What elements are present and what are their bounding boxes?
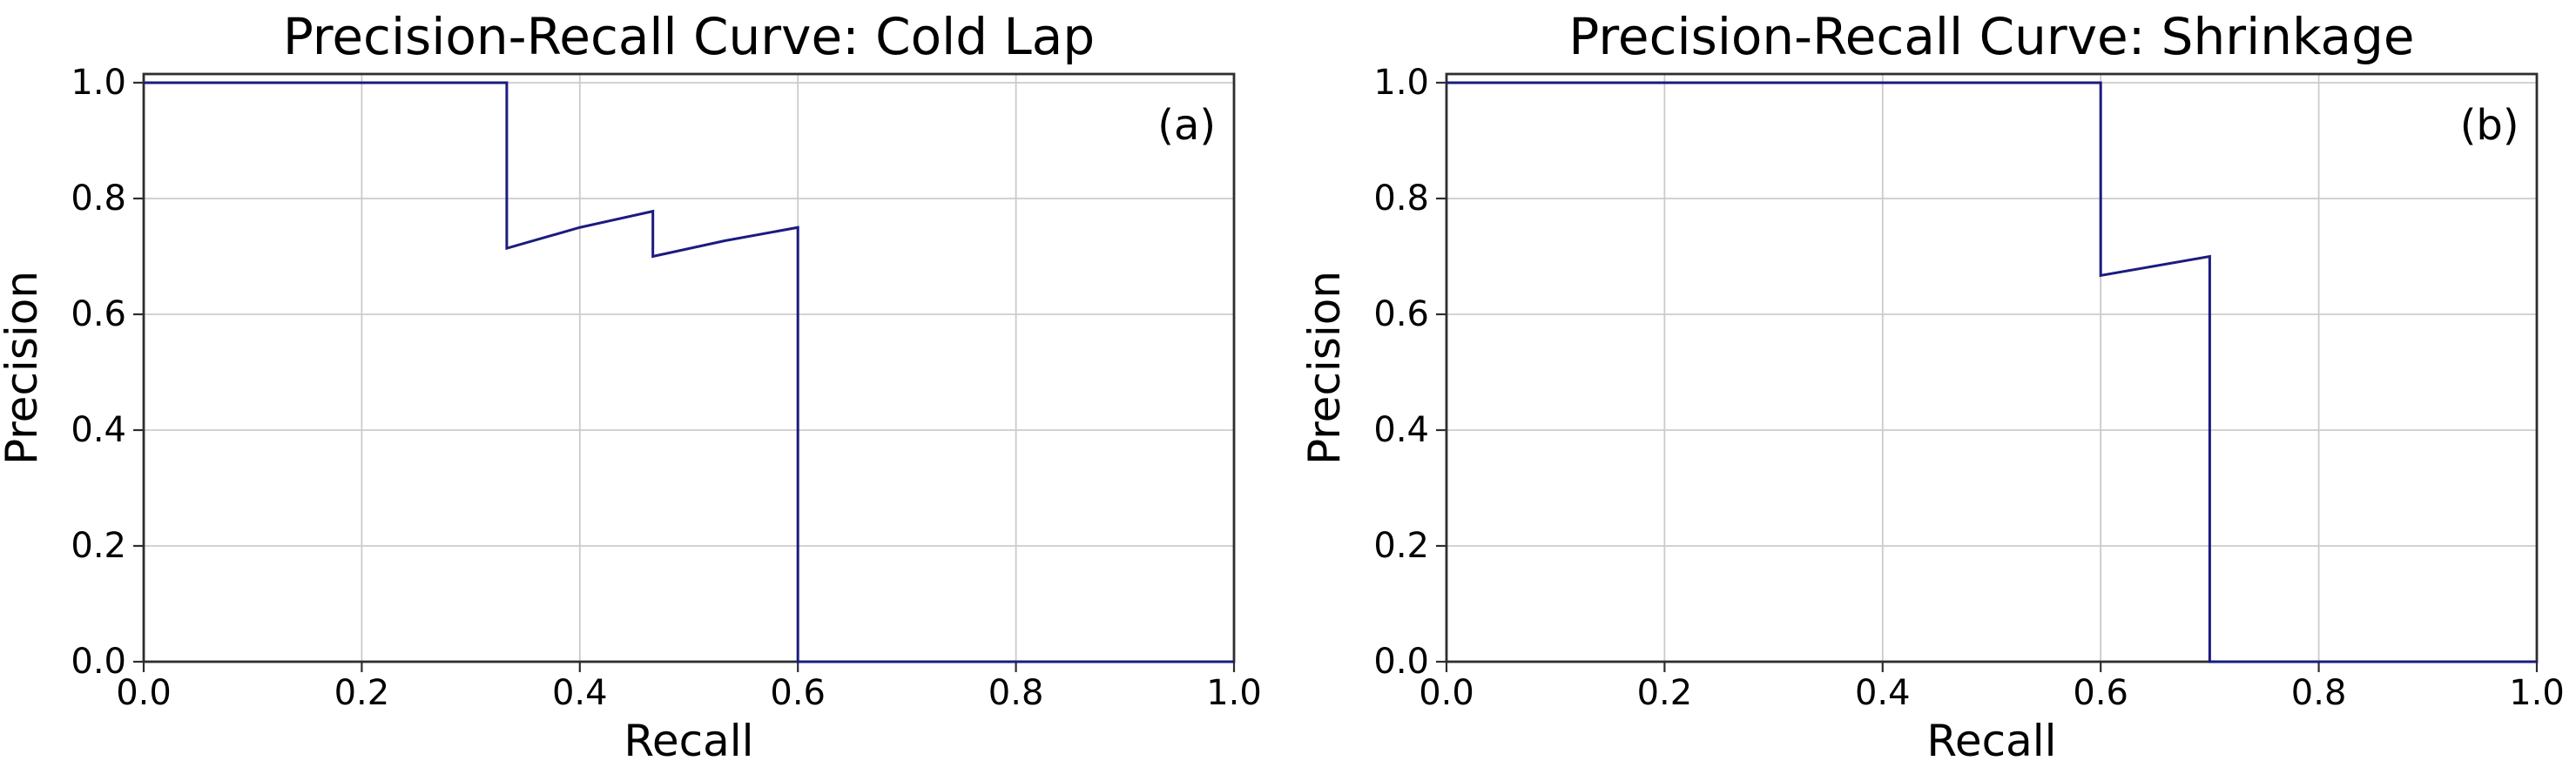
x-tick-label: 0.0: [116, 673, 172, 713]
chart-title: Precision-Recall Curve: Shrinkage: [1568, 7, 2414, 66]
y-axis-label: Precision: [1299, 271, 1350, 465]
pr-curve-line: [1446, 81, 2537, 663]
x-axis-label: Recall: [624, 716, 753, 766]
x-tick-label: 0.6: [770, 673, 826, 713]
x-tick-label: 1.0: [1206, 673, 1262, 713]
y-tick-label: 1.0: [71, 63, 126, 103]
pr-curve-chart-a: 0.0 0.2 0.4 0.6 0.8 1.0 0.0 0.2 0.4 0.6 0.8 1.0 Prec…: [0, 7, 1262, 766]
x-axis-label: Recall: [1926, 716, 2056, 766]
x-tick-label: 0.8: [2291, 673, 2347, 713]
pr-curve-panel-a: 0.0 0.2 0.4 0.6 0.8 1.0 0.0 0.2 0.4 0.6 0.8 1.0 Prec…: [0, 7, 1262, 766]
pr-curve-chart-b: 0.0 0.2 0.4 0.6 0.8 1.0 0.0 0.2 0.4 0.6 0.8 1.0 Prec…: [1299, 7, 2565, 766]
panel-label: (a): [1157, 101, 1216, 150]
y-tick-label: 0.6: [71, 294, 126, 334]
x-tick-label: 1.0: [2509, 673, 2565, 713]
y-tick-label: 0.8: [71, 178, 126, 219]
x-tick-label: 0.8: [988, 673, 1044, 713]
y-tick-label: 0.0: [71, 642, 126, 682]
y-tick-label: 0.8: [1373, 178, 1429, 219]
x-tick-label: 0.2: [334, 673, 390, 713]
y-tick-label: 0.4: [1373, 410, 1429, 450]
y-tick-label: 0.4: [71, 410, 126, 450]
x-tick-label: 0.4: [1855, 673, 1911, 713]
y-tick-label: 0.2: [1373, 526, 1429, 566]
y-tick-label: 0.0: [1373, 642, 1429, 682]
y-tick-label: 0.2: [71, 526, 126, 566]
x-tick-label: 0.2: [1637, 673, 1693, 713]
x-tick-label: 0.4: [552, 673, 608, 713]
y-axis-label: Precision: [0, 271, 47, 465]
pr-curve-line: [144, 81, 1234, 663]
x-tick-label: 0.6: [2073, 673, 2128, 713]
panel-label: (b): [2460, 101, 2519, 150]
axes-frame: [1445, 72, 2539, 663]
chart-title: Precision-Recall Curve: Cold Lap: [283, 7, 1095, 66]
pr-curve-panel-b: 0.0 0.2 0.4 0.6 0.8 1.0 0.0 0.2 0.4 0.6 0.8 1.0 Prec…: [1288, 0, 2576, 781]
y-tick-label: 1.0: [1373, 63, 1429, 103]
axes-frame: [142, 72, 1236, 663]
x-tick-label: 0.0: [1419, 673, 1474, 713]
y-tick-label: 0.6: [1373, 294, 1429, 334]
